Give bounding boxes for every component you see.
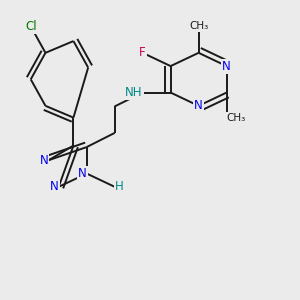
Text: F: F bbox=[139, 46, 146, 59]
Text: N: N bbox=[222, 60, 231, 73]
Text: N: N bbox=[78, 167, 87, 180]
Text: NH: NH bbox=[125, 86, 142, 99]
Text: N: N bbox=[194, 99, 203, 112]
Text: H: H bbox=[115, 180, 123, 193]
Text: CH₃: CH₃ bbox=[226, 112, 246, 123]
Text: N: N bbox=[50, 180, 59, 193]
Text: H: H bbox=[115, 180, 123, 193]
Text: CH₃: CH₃ bbox=[189, 21, 208, 31]
Text: Cl: Cl bbox=[25, 20, 37, 33]
Text: N: N bbox=[40, 154, 48, 167]
